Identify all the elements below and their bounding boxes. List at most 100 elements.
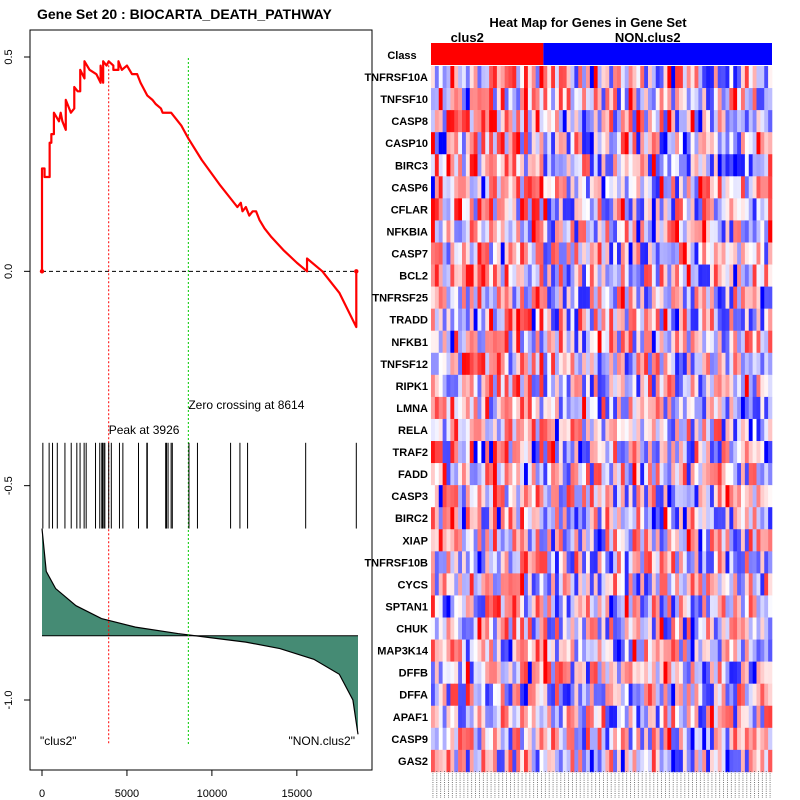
heatmap-cell	[601, 352, 606, 376]
heatmap-cell	[516, 374, 521, 398]
heatmap-cell	[593, 220, 598, 243]
heatmap-cell	[465, 198, 471, 221]
heatmap-cell	[516, 485, 521, 508]
heatmap-cell	[671, 418, 676, 442]
heatmap-cell	[434, 88, 440, 111]
gene-label: TNFSF10	[380, 94, 428, 106]
heatmap-cell	[702, 661, 707, 684]
heatmap-cell	[717, 749, 722, 773]
heatmap-cell	[535, 617, 540, 640]
heatmap-cell	[558, 529, 564, 552]
heatmap-cell	[605, 308, 610, 332]
heatmap-cell	[431, 705, 436, 729]
heatmap-cell	[543, 507, 548, 530]
heatmap-cell	[438, 198, 443, 221]
heatmap-cell	[768, 485, 773, 508]
heatmap-cell	[648, 418, 653, 442]
heatmap-cell	[493, 110, 498, 133]
heatmap-cell	[706, 441, 711, 464]
heatmap-cell	[462, 529, 467, 552]
heatmap-cell	[698, 418, 703, 442]
heatmap-cell	[500, 132, 505, 155]
heatmap-cell	[628, 595, 633, 618]
heatmap-cell	[675, 441, 680, 464]
heatmap-cell	[764, 529, 769, 552]
heatmap-cell	[597, 749, 602, 773]
heatmap-cell	[644, 573, 649, 596]
heatmap-cell	[555, 463, 560, 486]
heatmap-cell	[620, 110, 626, 133]
heatmap-cell	[706, 639, 711, 662]
heatmap-cell	[636, 242, 641, 265]
heatmap-cell	[690, 749, 695, 773]
heatmap-cell	[651, 727, 657, 751]
heatmap-cell	[442, 661, 447, 684]
heatmap-cell	[756, 617, 761, 640]
heatmap-cell	[675, 132, 680, 155]
heatmap-cell	[617, 220, 622, 243]
heatmap-cell	[527, 308, 533, 332]
heatmap-cell	[520, 749, 525, 773]
heatmap-cell	[446, 683, 451, 707]
heatmap-cell	[489, 683, 494, 707]
heatmap-cell	[768, 727, 773, 751]
heatmap-cell	[442, 639, 447, 662]
heatmap-cell	[609, 132, 614, 155]
heatmap-cell	[586, 529, 591, 552]
heatmap-cell	[469, 198, 474, 221]
heatmap-cell	[651, 132, 657, 155]
heatmap-cell	[570, 154, 575, 177]
heatmap-cell	[520, 463, 525, 486]
gene-label: CYCS	[397, 579, 428, 591]
heatmap-cell	[713, 154, 719, 177]
heatmap-cell	[458, 264, 463, 287]
heatmap-cell	[764, 176, 769, 199]
heatmap-cell	[764, 639, 769, 662]
heatmap-cell	[713, 749, 719, 773]
heatmap-cell	[574, 661, 579, 684]
heatmap-cell	[458, 88, 463, 111]
heatmap-cell	[624, 529, 629, 552]
heatmap-cell	[431, 727, 436, 751]
heatmap-cell	[535, 110, 540, 133]
heatmap-cell	[756, 573, 761, 596]
heatmap-cell	[706, 308, 711, 332]
heatmap-cell	[469, 507, 474, 530]
heatmap-cell	[589, 551, 595, 574]
heatmap-cell	[605, 441, 610, 464]
heatmap-cell	[721, 705, 726, 729]
heatmap-cell	[454, 463, 459, 486]
heatmap-cell	[473, 352, 478, 376]
heatmap-cell	[710, 441, 715, 464]
heatmap-cell	[741, 264, 746, 287]
heatmap-cell	[725, 529, 730, 552]
heatmap-cell	[694, 154, 699, 177]
heatmap-cell	[667, 198, 672, 221]
heatmap-cell	[469, 617, 474, 640]
heatmap-cell	[702, 374, 707, 398]
heatmap-cell	[640, 220, 645, 243]
heatmap-cell	[524, 441, 529, 464]
heatmap-cell	[485, 88, 490, 111]
heatmap-cell	[713, 661, 719, 684]
heatmap-cell	[496, 132, 502, 155]
heatmap-cell	[628, 110, 633, 133]
heatmap-cell	[520, 705, 525, 729]
heatmap-cell	[434, 110, 440, 133]
heatmap-cell	[663, 308, 668, 332]
heatmap-cell	[558, 308, 564, 332]
heatmap-cell	[512, 661, 517, 684]
heatmap-cell	[589, 374, 595, 398]
heatmap-cell	[760, 220, 765, 243]
heatmap-cell	[640, 529, 645, 552]
heatmap-cell	[679, 507, 684, 530]
heatmap-cell	[493, 352, 498, 376]
heatmap-cell	[570, 441, 575, 464]
heatmap-cell	[628, 529, 633, 552]
heatmap-cell	[493, 639, 498, 662]
heatmap-cell	[489, 264, 494, 287]
heatmap-cell	[741, 639, 746, 662]
heatmap-cell	[512, 154, 517, 177]
heatmap-cell	[737, 639, 742, 662]
heatmap-cell	[713, 551, 719, 574]
